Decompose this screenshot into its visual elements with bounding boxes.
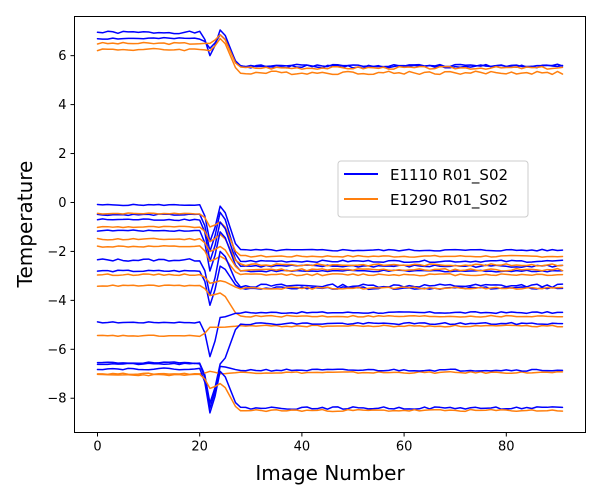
- series-layer: [96, 29, 564, 414]
- legend-frame: [337, 160, 529, 218]
- series-line-e1290-6: [96, 212, 564, 258]
- legend: E1110 R01_S02 E1290 R01_S02: [337, 160, 529, 218]
- series-line-e1110-1: [96, 34, 564, 68]
- y-tick-label: −2: [47, 245, 66, 260]
- y-axis-label: Temperature: [13, 161, 37, 289]
- series-line-e1110-4: [96, 203, 564, 252]
- y-tick-label: 0: [58, 196, 66, 211]
- x-axis-label: Image Number: [255, 461, 405, 485]
- x-tick-label: 20: [191, 440, 208, 455]
- y-tick-label: 2: [58, 147, 66, 162]
- series-line-e1110-16: [96, 310, 564, 358]
- series-line-e1110-5: [96, 211, 564, 263]
- series-line-e1290-11: [96, 245, 564, 277]
- legend-label-e1290: E1290 R01_S02: [390, 191, 508, 210]
- series-line-e1290-2: [96, 34, 564, 70]
- series-line-e1290-8: [96, 225, 564, 267]
- series-line-e1290-15: [96, 284, 564, 318]
- plot-frame: [74, 16, 586, 433]
- series-line-e1290-3: [96, 37, 564, 76]
- x-tick-label: 80: [498, 440, 515, 455]
- series-line-e1290-14: [96, 273, 564, 290]
- series-line-e1290-17: [96, 324, 564, 338]
- series-line-e1290-10: [96, 237, 564, 272]
- series-line-e1110-12: [96, 250, 564, 297]
- y-tick-label: 4: [58, 98, 66, 113]
- x-axis: 0 20 40 60 80: [93, 432, 515, 455]
- x-tick-label: 60: [396, 440, 413, 455]
- y-axis: −8 −6 −4 −2 0 2 4 6: [47, 49, 75, 407]
- series-line-e1290-22: [96, 373, 564, 413]
- legend-label-e1110: E1110 R01_S02: [390, 166, 508, 185]
- series-line-e1110-18: [96, 321, 564, 404]
- y-tick-label: −8: [47, 392, 66, 407]
- series-line-e1110-20: [96, 362, 564, 409]
- x-tick-label: 0: [93, 440, 101, 455]
- y-tick-label: −4: [47, 294, 66, 309]
- series-line-e1110-21: [96, 367, 564, 414]
- x-tick-label: 40: [294, 440, 311, 455]
- series-line-e1110-9: [96, 229, 564, 273]
- y-tick-label: −6: [47, 343, 66, 358]
- y-tick-label: 6: [58, 49, 66, 64]
